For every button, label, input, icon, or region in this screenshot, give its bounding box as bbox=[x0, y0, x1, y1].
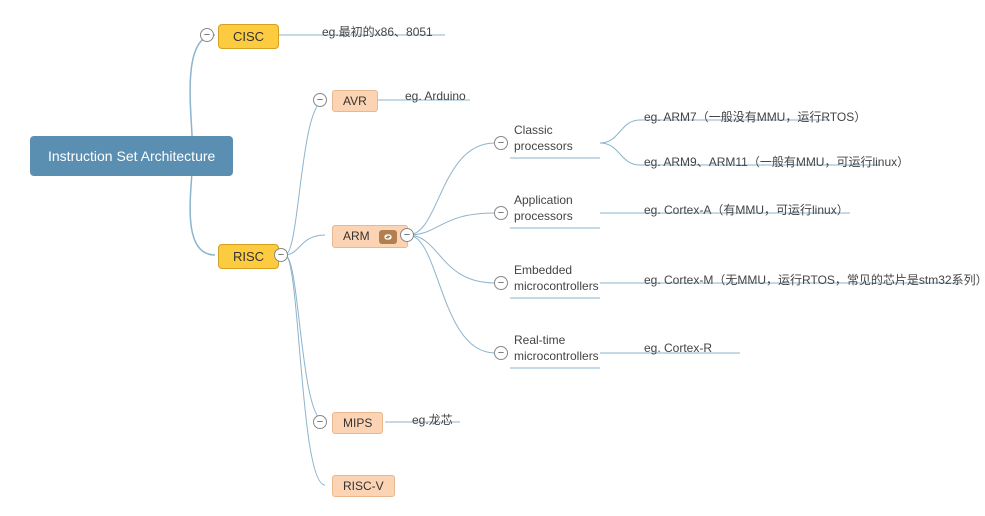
avr-label: AVR bbox=[343, 94, 367, 108]
collapse-toggle-arm[interactable]: − bbox=[400, 228, 414, 242]
node-arm[interactable]: ARM bbox=[332, 225, 408, 248]
node-embedded-microcontrollers[interactable]: Embedded microcontrollers bbox=[514, 263, 604, 294]
mips-example: eg.龙芯 bbox=[412, 411, 453, 428]
connector-layer bbox=[0, 0, 985, 516]
application-example: eg. Cortex-A（有MMU，可运行linux） bbox=[644, 201, 849, 218]
root-label: Instruction Set Architecture bbox=[48, 148, 215, 164]
avr-example: eg. Arduino bbox=[405, 89, 466, 103]
node-riscv[interactable]: RISC-V bbox=[332, 475, 395, 497]
collapse-toggle-realtime[interactable]: − bbox=[494, 346, 508, 360]
node-realtime-microcontrollers[interactable]: Real-time microcontrollers bbox=[514, 333, 604, 364]
node-mips[interactable]: MIPS bbox=[332, 412, 383, 434]
collapse-toggle-mips[interactable]: − bbox=[313, 415, 327, 429]
classic-example-arm9: eg. ARM9、ARM11（一般有MMU，可运行linux） bbox=[644, 153, 909, 170]
node-classic-processors[interactable]: Classic processors bbox=[514, 123, 604, 154]
cisc-label: CISC bbox=[233, 29, 264, 44]
riscv-label: RISC-V bbox=[343, 479, 384, 493]
node-avr[interactable]: AVR bbox=[332, 90, 378, 112]
collapse-toggle-application[interactable]: − bbox=[494, 206, 508, 220]
node-application-processors[interactable]: Application processors bbox=[514, 193, 604, 224]
risc-label: RISC bbox=[233, 249, 264, 264]
cisc-example: eg.最初的x86、8051 bbox=[322, 23, 433, 40]
collapse-toggle-avr[interactable]: − bbox=[313, 93, 327, 107]
link-icon bbox=[379, 230, 397, 244]
arm-label: ARM bbox=[343, 229, 370, 243]
root-node[interactable]: Instruction Set Architecture bbox=[30, 136, 233, 176]
node-cisc[interactable]: CISC bbox=[218, 24, 279, 49]
mips-label: MIPS bbox=[343, 416, 372, 430]
embedded-example: eg. Cortex-M（无MMU，运行RTOS，常见的芯片是stm32系列） bbox=[644, 271, 985, 288]
collapse-toggle-embedded[interactable]: − bbox=[494, 276, 508, 290]
collapse-toggle-classic[interactable]: − bbox=[494, 136, 508, 150]
collapse-toggle-cisc[interactable]: − bbox=[200, 28, 214, 42]
classic-example-arm7: eg. ARM7（一般没有MMU，运行RTOS） bbox=[644, 108, 866, 125]
node-risc[interactable]: RISC bbox=[218, 244, 279, 269]
realtime-example: eg. Cortex-R bbox=[644, 341, 712, 355]
collapse-toggle-risc[interactable]: − bbox=[274, 248, 288, 262]
